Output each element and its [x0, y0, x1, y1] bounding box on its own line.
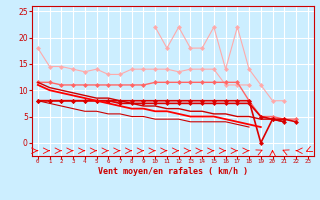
X-axis label: Vent moyen/en rafales ( km/h ): Vent moyen/en rafales ( km/h ): [98, 167, 248, 176]
